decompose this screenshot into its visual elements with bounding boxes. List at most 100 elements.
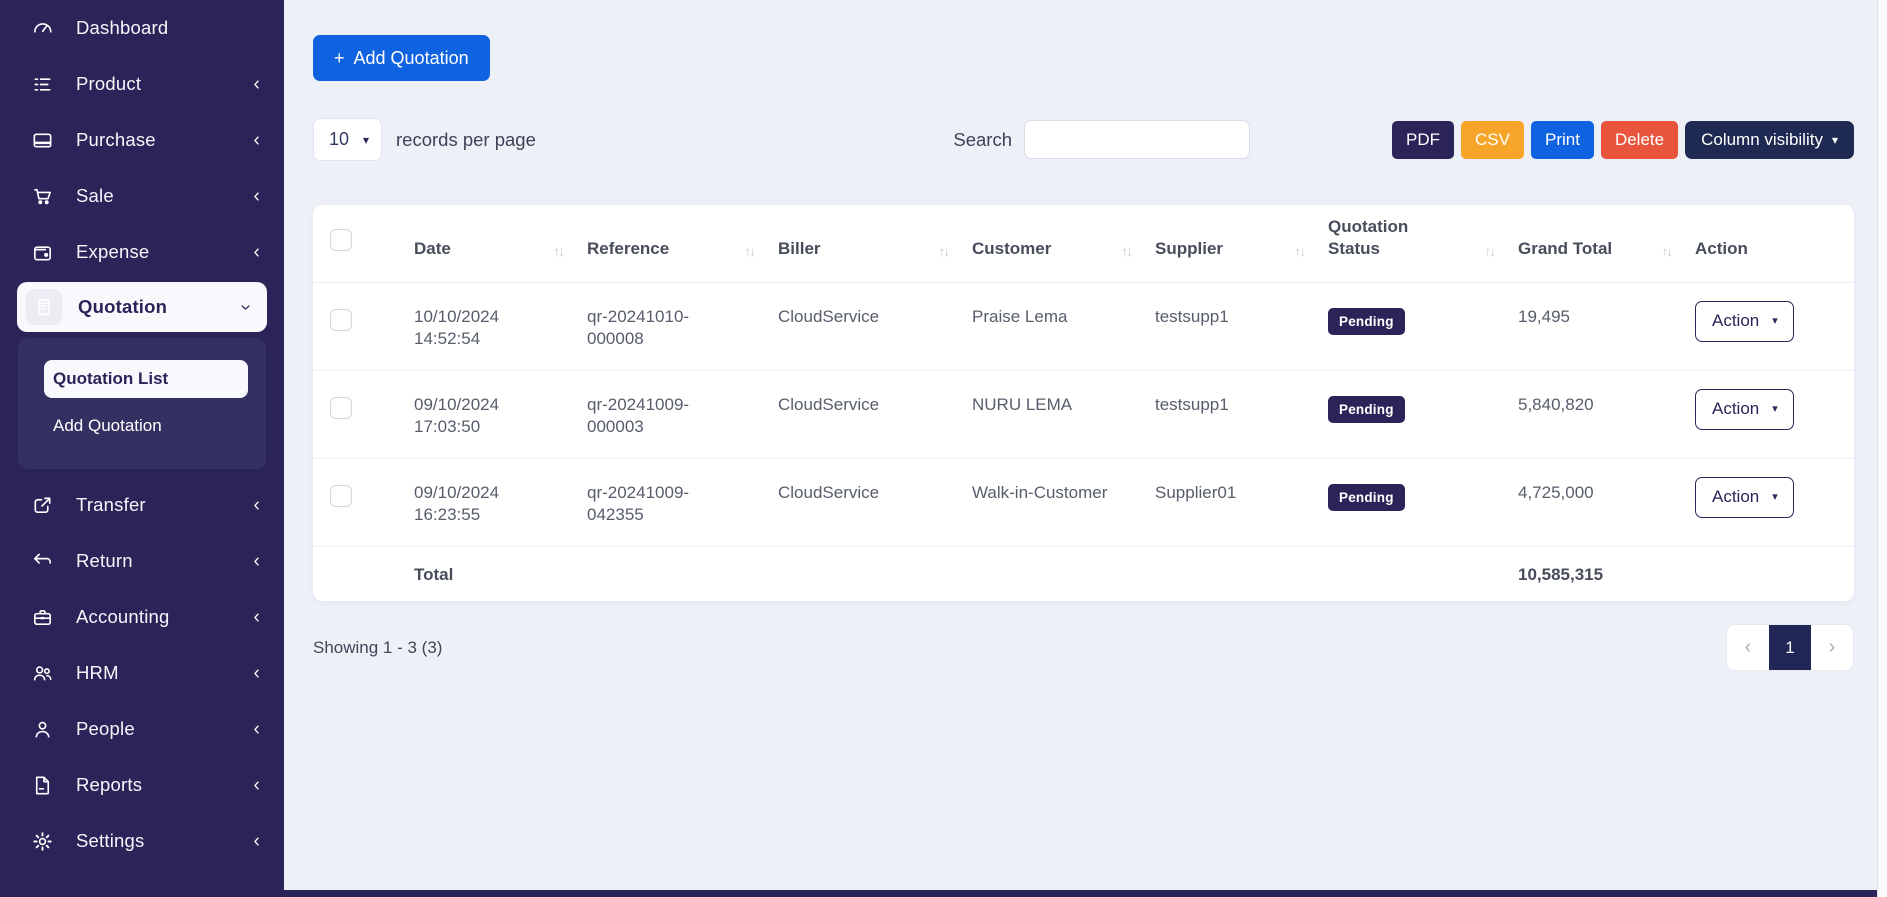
sidebar-item-label: People: [76, 718, 135, 739]
action-button[interactable]: Action ▾: [1695, 476, 1794, 518]
purchase-icon: [30, 128, 54, 152]
sidebar-item-return[interactable]: Return: [0, 533, 284, 589]
col-header-customer[interactable]: Customer ↑↓: [962, 205, 1145, 283]
sidebar-item-dashboard[interactable]: Dashboard: [0, 0, 284, 56]
chevron-left-icon: [249, 498, 264, 513]
row-checkbox[interactable]: [330, 308, 352, 331]
cell-date: 09/10/2024 16:23:55: [404, 458, 577, 547]
sidebar-item-label: Dashboard: [76, 17, 169, 38]
chevron-down-icon: [238, 300, 253, 315]
column-visibility-label: Column visibility: [1701, 129, 1823, 149]
print-button[interactable]: Print: [1530, 120, 1594, 159]
cell-biller: CloudService: [768, 458, 962, 547]
cell-customer: Walk-in-Customer: [962, 458, 1145, 547]
col-header-date[interactable]: Date ↑↓: [404, 205, 577, 283]
status-badge: Pending: [1328, 483, 1405, 512]
row-checkbox[interactable]: [330, 484, 352, 507]
showing-entries-label: Showing 1 - 3 (3): [313, 637, 443, 657]
select-all-checkbox[interactable]: [330, 228, 352, 251]
pagination-prev-button[interactable]: ‹: [1727, 625, 1769, 670]
table-total-row: Total 10,585,315: [313, 546, 1854, 601]
sidebar-item-sale[interactable]: Sale: [0, 168, 284, 224]
chevron-left-icon: [249, 77, 264, 92]
pagination-next-button[interactable]: ›: [1811, 625, 1853, 670]
total-value: 10,585,315: [1518, 564, 1604, 584]
col-header-quotation-status[interactable]: Quotation Status ↑↓: [1318, 205, 1508, 283]
search-label: Search: [953, 128, 1013, 150]
main-content: + Add Quotation 10 ▾ records per page Se…: [284, 0, 1887, 897]
sidebar-item-expense[interactable]: Expense: [0, 224, 284, 280]
col-header-reference[interactable]: Reference ↑↓: [577, 205, 768, 283]
gear-icon: [30, 829, 54, 853]
cell-customer: Praise Lema: [962, 282, 1145, 371]
caret-down-icon: ▾: [1772, 490, 1778, 503]
page-size-select[interactable]: 10 ▾: [313, 118, 382, 161]
sidebar-item-reports[interactable]: Reports: [0, 757, 284, 813]
sidebar-item-product[interactable]: Product: [0, 56, 284, 112]
cell-date: 09/10/2024 17:03:50: [404, 370, 577, 459]
cell-grand-total: 4,725,000: [1508, 458, 1685, 547]
row-checkbox[interactable]: [330, 396, 352, 419]
add-quotation-button[interactable]: + Add Quotation: [313, 35, 490, 81]
delete-button[interactable]: Delete: [1600, 120, 1679, 159]
sidebar-item-quotation[interactable]: Quotation: [17, 282, 267, 332]
cell-supplier: testsupp1: [1145, 370, 1318, 459]
col-header-grand-total[interactable]: Grand Total ↑↓: [1508, 205, 1685, 283]
pdf-button[interactable]: PDF: [1392, 120, 1455, 159]
sidebar-item-label: Quotation: [78, 296, 168, 317]
sidebar-item-label: HRM: [76, 662, 119, 683]
sort-icon: ↑↓: [553, 243, 565, 259]
status-badge: Pending: [1328, 307, 1405, 336]
sidebar-item-purchase[interactable]: Purchase: [0, 112, 284, 168]
select-all-header: [313, 205, 404, 283]
sidebar-item-label: Settings: [76, 830, 145, 851]
cell-date: 10/10/2024 14:52:54: [404, 282, 577, 371]
scrollbar[interactable]: [1877, 0, 1887, 897]
chevron-left-icon: [249, 722, 264, 737]
sidebar: Dashboard Product Purchase Sale Expen: [0, 0, 284, 897]
sale-cart-icon: [30, 184, 54, 208]
submenu-item-add-quotation[interactable]: Add Quotation: [44, 407, 248, 445]
cell-biller: CloudService: [768, 282, 962, 371]
sort-icon: ↑↓: [1121, 243, 1133, 259]
action-button[interactable]: Action ▾: [1695, 388, 1794, 430]
pagination-page-1-button[interactable]: 1: [1769, 625, 1811, 670]
cell-supplier: Supplier01: [1145, 458, 1318, 547]
sidebar-item-label: Return: [76, 550, 133, 571]
quotation-submenu: Quotation List Add Quotation: [18, 338, 266, 469]
sidebar-item-label: Expense: [76, 241, 150, 262]
table-header-row: Date ↑↓ Reference ↑↓ Biller ↑↓ Customer …: [313, 205, 1854, 283]
csv-button[interactable]: CSV: [1461, 120, 1524, 159]
submenu-item-quotation-list[interactable]: Quotation List: [44, 360, 248, 398]
sidebar-item-label: Accounting: [76, 606, 170, 627]
expense-wallet-icon: [30, 240, 54, 264]
chevron-left-icon: [249, 834, 264, 849]
export-button-group: PDF CSV Print Delete Column visibility ▾: [1392, 120, 1854, 159]
sort-icon: ↑↓: [1661, 243, 1673, 259]
col-header-biller[interactable]: Biller ↑↓: [768, 205, 962, 283]
quotation-table: Date ↑↓ Reference ↑↓ Biller ↑↓ Customer …: [313, 205, 1854, 601]
sort-icon: ↑↓: [938, 243, 950, 259]
sidebar-item-transfer[interactable]: Transfer: [0, 477, 284, 533]
caret-down-icon: ▾: [1772, 402, 1778, 415]
table-row: 09/10/2024 16:23:55 qr-20241009-042355 C…: [313, 458, 1854, 547]
total-label: Total: [414, 564, 454, 584]
action-button[interactable]: Action ▾: [1695, 300, 1794, 342]
cell-customer: NURU LEMA: [962, 370, 1145, 459]
sidebar-item-accounting[interactable]: Accounting: [0, 589, 284, 645]
col-header-supplier[interactable]: Supplier ↑↓: [1145, 205, 1318, 283]
hrm-users-icon: [30, 661, 54, 685]
submenu-item-label: Quotation List: [53, 369, 169, 388]
sidebar-item-hrm[interactable]: HRM: [0, 645, 284, 701]
sidebar-item-settings[interactable]: Settings: [0, 813, 284, 869]
chevron-left-icon: [249, 778, 264, 793]
people-user-icon: [30, 717, 54, 741]
search-input[interactable]: [1024, 120, 1251, 159]
quotation-icon: [26, 289, 62, 325]
column-visibility-button[interactable]: Column visibility ▾: [1685, 120, 1854, 159]
return-icon: [30, 549, 54, 573]
transfer-icon: [30, 493, 54, 517]
bottom-edge: [0, 890, 1877, 897]
sidebar-item-people[interactable]: People: [0, 701, 284, 757]
sidebar-item-label: Reports: [76, 774, 143, 795]
